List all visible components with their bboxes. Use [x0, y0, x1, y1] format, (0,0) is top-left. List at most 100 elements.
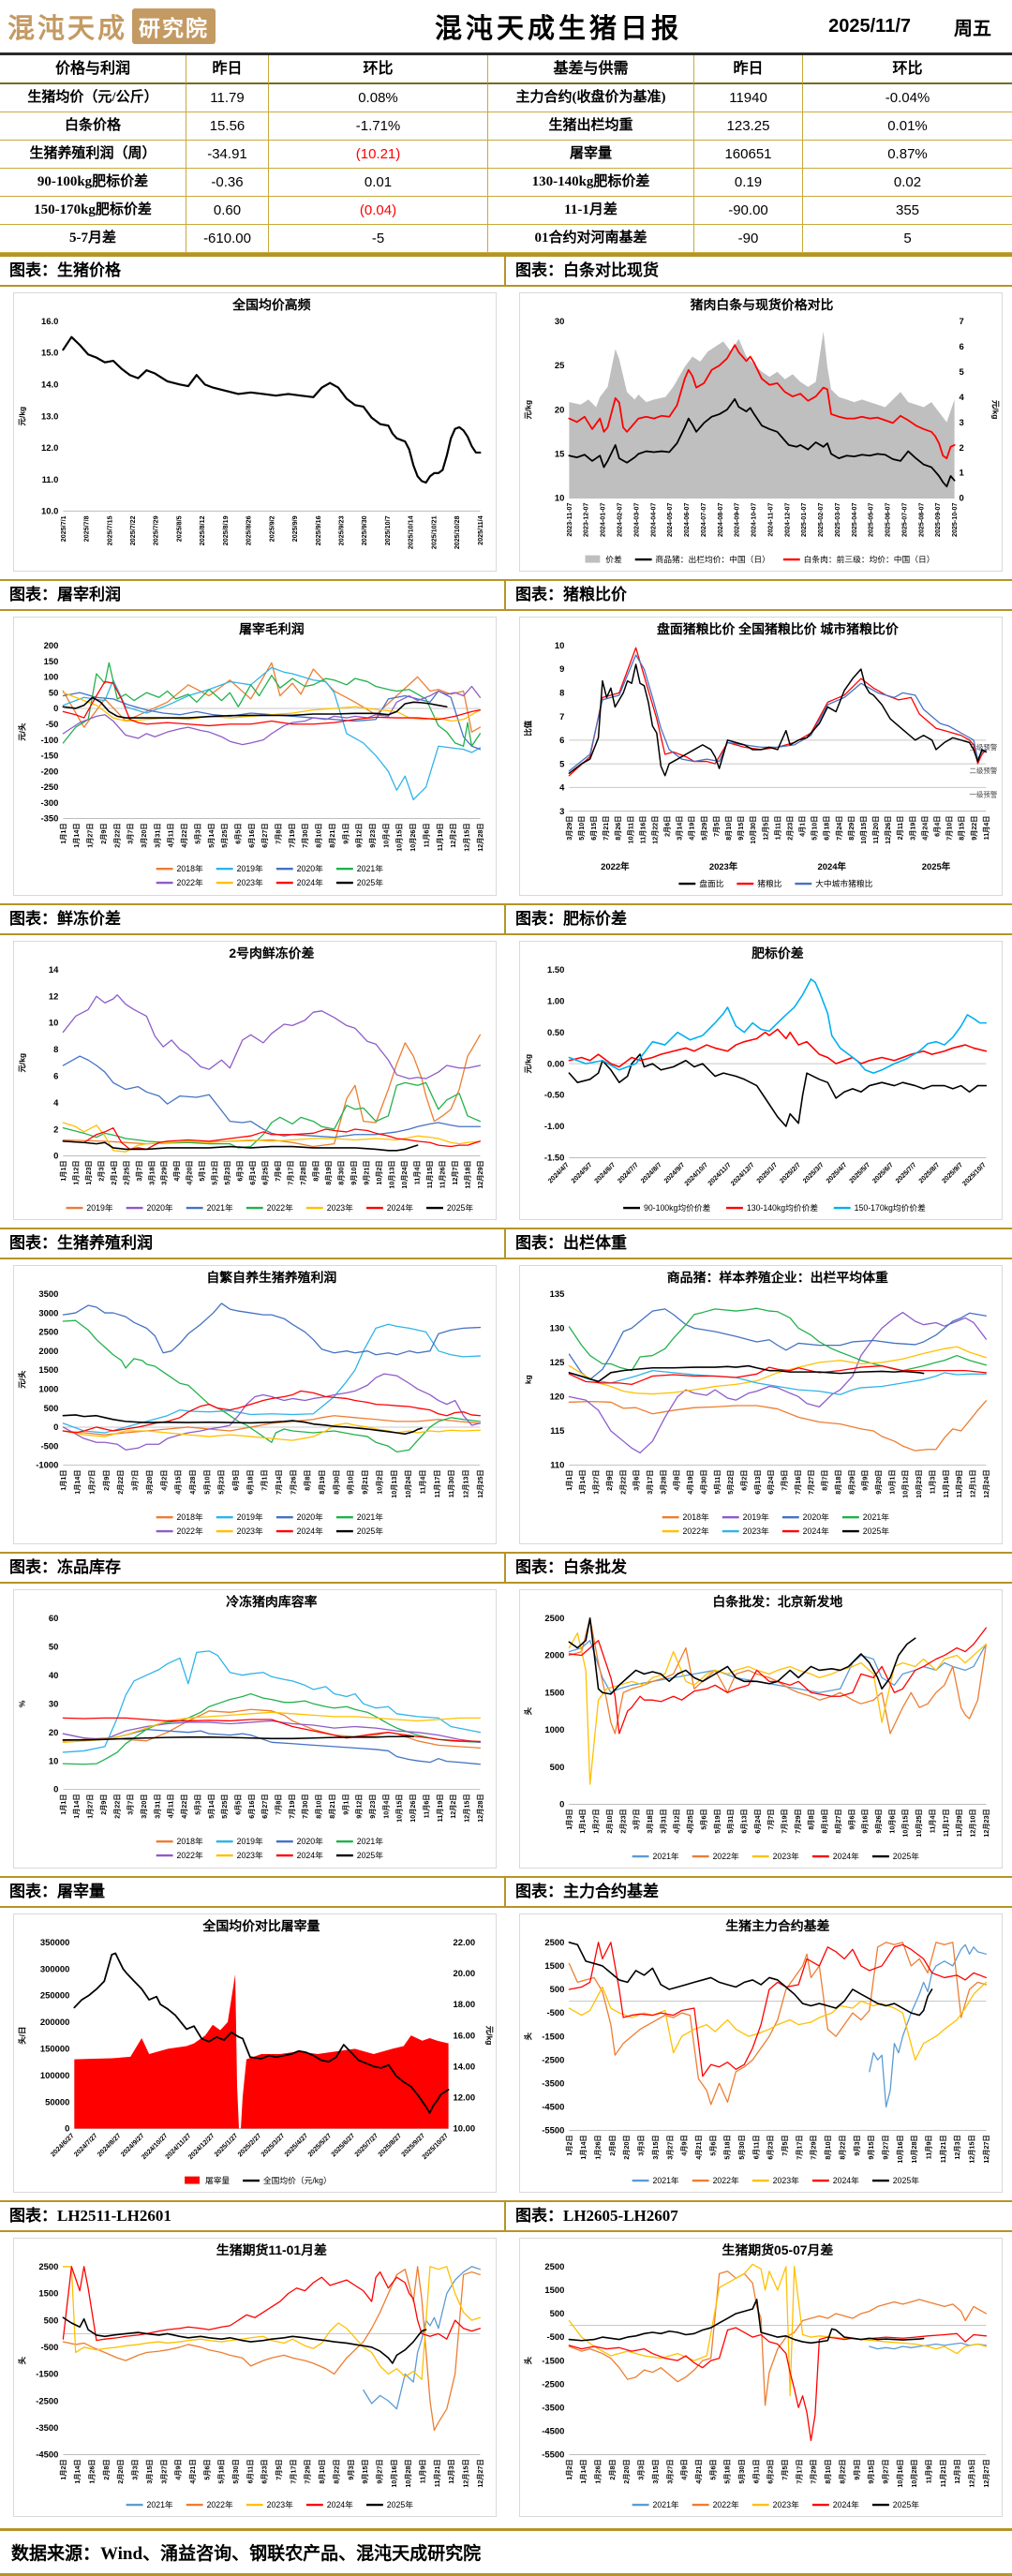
svg-text:7月19日: 7月19日: [289, 1794, 296, 1819]
svg-text:9月23日: 9月23日: [369, 824, 377, 848]
svg-text:8月10日: 8月10日: [316, 1794, 323, 1819]
section-title-1: 图表：白条对比现货: [515, 261, 659, 279]
svg-text:2025/5/7: 2025/5/7: [848, 1161, 871, 1184]
chart-13-box: 生猪期货05-07月差 -5500 -4500 -3500 -2500 -1500 -500…: [519, 2238, 1003, 2517]
svg-text:2025/6/7: 2025/6/7: [871, 1161, 895, 1184]
svg-text:2025-07-07: 2025-07-07: [900, 502, 908, 537]
svg-text:2号肉鲜冻价差: 2号肉鲜冻价差: [229, 946, 314, 960]
svg-text:2月9日: 2月9日: [103, 1470, 111, 1491]
svg-text:10.00: 10.00: [454, 2123, 476, 2134]
svg-text:猪肉白条与现货价格对比: 猪肉白条与现货价格对比: [690, 297, 834, 312]
svg-text:2月9日: 2月9日: [100, 824, 108, 844]
svg-text:10月28日: 10月28日: [911, 2459, 918, 2487]
svg-text:5月3日: 5月3日: [194, 1794, 201, 1815]
svg-text:9月21日: 9月21日: [363, 1160, 370, 1184]
svg-text:12月11日: 12月11日: [970, 1470, 977, 1498]
svg-text:1月2日: 1月2日: [566, 2459, 573, 2479]
svg-text:7月17日: 7月17日: [796, 2459, 803, 2483]
svg-text:1月27日: 1月27日: [593, 1809, 601, 1833]
svg-text:2021年: 2021年: [147, 2499, 173, 2509]
svg-text:10: 10: [49, 1755, 58, 1765]
svg-text:5月12日: 5月12日: [212, 1160, 219, 1184]
svg-text:11月16日: 11月16日: [943, 1470, 950, 1498]
table-cell-r5-c5: 5: [803, 225, 1012, 253]
svg-text:5月6日: 5月6日: [203, 2459, 211, 2479]
svg-text:9: 9: [559, 663, 564, 674]
report-title: 混沌天成生猪日报: [435, 14, 683, 44]
svg-text:2024/8/27: 2024/8/27: [96, 2132, 122, 2158]
svg-text:7月29日: 7月29日: [795, 1809, 802, 1833]
svg-text:2025/9/16: 2025/9/16: [315, 515, 322, 545]
svg-text:6: 6: [960, 341, 964, 351]
svg-text:9月27日: 9月27日: [376, 2459, 383, 2483]
svg-text:2月9日: 2月9日: [100, 1794, 108, 1815]
svg-text:2021年: 2021年: [357, 863, 383, 873]
svg-text:300000: 300000: [40, 1963, 69, 1973]
svg-text:2024/8/7: 2024/8/7: [639, 1161, 662, 1184]
svg-text:3月15日: 3月15日: [652, 2459, 660, 2483]
chart-cell-0: 全国均价高频 10.0 11.0 12.0 13.0 14.0 15.0 16.0 元/kg 20…: [0, 287, 506, 579]
section-title-0: 图表：生猪价格: [0, 257, 506, 285]
svg-text:6月5日: 6月5日: [232, 1470, 240, 1491]
svg-text:-500: -500: [547, 2007, 565, 2018]
svg-text:11月16日: 11月16日: [639, 816, 647, 844]
svg-text:10月13日: 10月13日: [391, 1470, 398, 1498]
svg-text:2019年: 2019年: [237, 1836, 263, 1846]
section-title-6: 图表：生猪养殖利润: [0, 1229, 506, 1258]
svg-text:7月10日: 7月10日: [946, 816, 954, 841]
svg-text:18.00: 18.00: [454, 1999, 476, 2009]
svg-text:4月28日: 4月28日: [189, 1470, 197, 1495]
svg-text:2021年: 2021年: [357, 1836, 383, 1846]
svg-text:2024/4/7: 2024/4/7: [546, 1161, 570, 1184]
svg-text:1月1日: 1月1日: [60, 1794, 67, 1815]
svg-text:12月3日: 12月3日: [448, 2459, 455, 2483]
svg-text:4月24日: 4月24日: [921, 816, 929, 841]
svg-text:1月14日: 1月14日: [580, 2135, 588, 2159]
svg-text:12月22日: 12月22日: [651, 816, 659, 844]
table-cell-r2-c1: -34.91: [186, 141, 269, 169]
svg-text:10月25日: 10月25日: [915, 1809, 923, 1837]
svg-text:10月24日: 10月24日: [401, 1160, 409, 1188]
svg-text:6月13日: 6月13日: [754, 1470, 762, 1495]
svg-text:10月26日: 10月26日: [409, 824, 417, 852]
svg-text:2024-08-07: 2024-08-07: [717, 502, 724, 537]
svg-text:元/头: 元/头: [18, 1370, 27, 1389]
svg-text:1500: 1500: [544, 1960, 564, 1971]
section-title-13: 图表：LH2605-LH2607: [515, 2207, 678, 2225]
table-cell-r4-c5: 355: [803, 197, 1012, 225]
svg-text:3月20日: 3月20日: [141, 824, 148, 848]
chart-10-box: 全国均价对比屠宰量 0 50000 100000 150000 200000 250000 3…: [13, 1913, 497, 2193]
svg-text:-0.50: -0.50: [544, 1090, 564, 1100]
svg-text:6月18日: 6月18日: [246, 1470, 254, 1495]
svg-text:5月18日: 5月18日: [724, 2135, 732, 2159]
svg-text:150000: 150000: [40, 2043, 69, 2053]
svg-text:-1500: -1500: [36, 2369, 58, 2379]
chart-3-svg: 盘面猪粮比价 全国猪粮比价 城市猪粮比价 3 4 5 6 7 8 9 10 比值三级预警二级预警一…: [524, 621, 998, 888]
svg-text:2024-10-07: 2024-10-07: [751, 502, 758, 537]
svg-text:-5500: -5500: [542, 2125, 564, 2136]
svg-text:2月9日: 2月9日: [606, 1470, 614, 1491]
svg-text:2025/9/23: 2025/9/23: [338, 515, 346, 545]
table-cell-r1-c0: 白条价格: [0, 112, 186, 141]
svg-text:2024-04-07: 2024-04-07: [649, 502, 657, 537]
svg-text:2024-05-07: 2024-05-07: [666, 502, 674, 537]
svg-text:6月16日: 6月16日: [248, 1794, 256, 1819]
svg-text:3月17日: 3月17日: [647, 1470, 654, 1495]
svg-text:4月21日: 4月21日: [189, 2459, 197, 2483]
svg-text:90-100kg均价价差: 90-100kg均价价差: [644, 1202, 711, 1213]
chart-cell-5: 肥标价差 -1.50 -1.00 -0.50 0.00 0.50 1.00 1.50 元/kg 2…: [506, 935, 1012, 1228]
svg-text:4月25日: 4月25日: [687, 1809, 694, 1833]
svg-text:7月7日: 7月7日: [767, 1809, 775, 1829]
svg-text:2024/6/7: 2024/6/7: [593, 1161, 617, 1184]
svg-text:头/日: 头/日: [18, 2027, 27, 2045]
svg-text:2024-06-07: 2024-06-07: [683, 502, 691, 537]
svg-text:12月10日: 12月10日: [970, 1809, 977, 1837]
svg-text:7: 7: [559, 711, 564, 722]
svg-text:6月27日: 6月27日: [261, 1794, 269, 1819]
svg-text:11月9日: 11月9日: [419, 2459, 426, 2483]
svg-text:2月23日: 2月23日: [786, 816, 794, 841]
chart-2-box: 屠宰毛利润 -350 -300 -250 -200 -150 -100 -50 0 50 100 15…: [13, 617, 497, 896]
svg-text:2024年: 2024年: [297, 1850, 323, 1860]
report-header: 混沌天成 研究院 混沌天成生猪日报 2025/11/7 周五: [0, 0, 1012, 52]
svg-text:8月15日: 8月15日: [959, 816, 966, 841]
